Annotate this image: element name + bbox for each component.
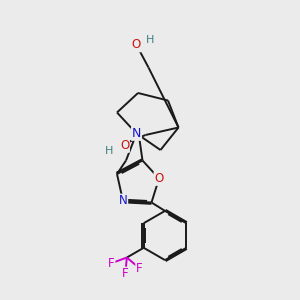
Text: F: F: [136, 262, 143, 275]
Text: F: F: [122, 268, 129, 281]
Text: H: H: [146, 34, 154, 45]
Text: H: H: [104, 146, 113, 156]
Text: N: N: [132, 127, 141, 140]
Text: F: F: [108, 257, 115, 270]
Text: N: N: [118, 194, 127, 208]
Text: O: O: [132, 38, 141, 52]
Text: O: O: [154, 172, 164, 185]
Text: O: O: [120, 139, 129, 152]
